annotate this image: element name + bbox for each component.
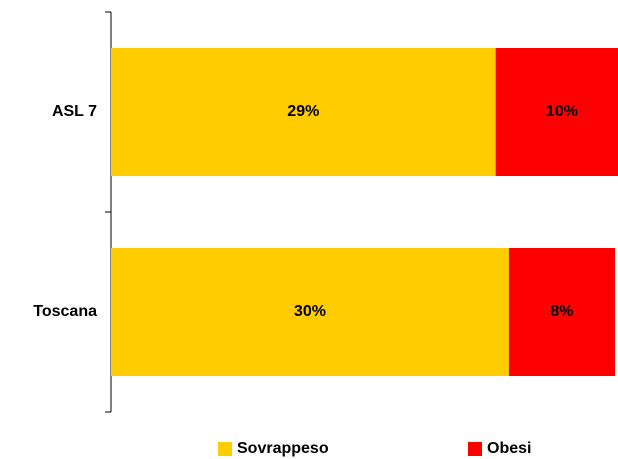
legend-item-sovrappeso: Sovrappeso [218,440,329,458]
category-axis: ASL 7 Toscana [33,11,112,413]
bar-obesi [508,248,615,376]
bar-obesi [495,48,618,176]
legend-item-obesi: Obesi [468,440,531,458]
labels: 29% 10% 30% 8% [287,103,578,320]
legend: Sovrappeso Obesi [0,436,618,459]
data-label: 8% [550,303,573,320]
data-label: 30% [294,303,326,320]
data-label: 29% [287,103,319,120]
bar-sovrappeso [111,48,496,176]
data-label: 10% [546,103,578,120]
category-label: ASL 7 [52,103,97,120]
stacked-bar-chart: ASL 7 Toscana 29% 10% 30% 8% [33,11,618,413]
legend-label-sovrappeso: Sovrappeso [237,440,329,457]
legend-swatch-obesi [468,442,482,456]
legend-swatch-sovrappeso [218,442,232,456]
category-label: Toscana [33,303,97,320]
bar-sovrappeso [111,248,509,376]
legend-label-obesi: Obesi [487,440,532,457]
bars [111,48,618,376]
